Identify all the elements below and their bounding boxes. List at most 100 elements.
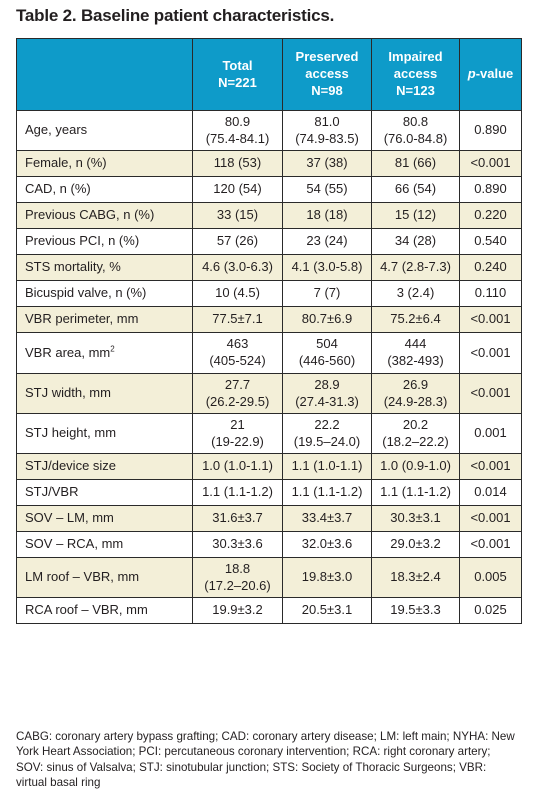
cell-impaired-value: 30.3±3.1 (390, 510, 441, 526)
cell-impaired: 80.8 (76.0-84.8) (371, 110, 460, 151)
cell-preserved-value: 22.2 (314, 416, 340, 432)
cell-impaired: 1.0 (0.9-1.0) (371, 453, 460, 480)
row-label-text: SOV – RCA, mm (25, 536, 124, 552)
cell-preserved-value: 54 (55) (306, 181, 348, 197)
cell-p-value: <0.001 (459, 306, 522, 333)
header-impaired-n: N=123 (396, 82, 435, 98)
cell-total-value: 27.7 (224, 376, 251, 392)
cell-total: 10 (4.5) (192, 280, 283, 307)
cell-p-value: 0.005 (459, 557, 522, 598)
cell-impaired-value: 81 (66) (394, 155, 437, 171)
table-title: Table 2. Baseline patient characteristic… (16, 6, 335, 25)
cell-impaired-value: 26.9 (402, 376, 429, 392)
table-row: RCA roof – VBR, mm 19.9±3.2 20.5±3.1 19.5±3… (16, 597, 522, 624)
cell-preserved-range: (74.9-83.5) (295, 130, 359, 146)
row-label: LM roof – VBR, mm (16, 557, 193, 598)
cell-total: 33 (15) (192, 202, 283, 229)
cell-p-value: <0.001 (459, 332, 522, 374)
row-label: SOV – RCA, mm (16, 531, 193, 558)
cell-total: 57 (26) (192, 228, 283, 255)
cell-impaired: 66 (54) (371, 176, 460, 203)
cell-preserved-value: 7 (7) (313, 285, 341, 301)
cell-p-value: 0.001 (459, 413, 522, 454)
cell-preserved-range: (27.4-31.3) (295, 393, 359, 409)
cell-total-value: 118 (53) (213, 155, 262, 171)
table-row: LM roof – VBR, mm 18.8 (17.2–20.6) 19.8±3.0… (16, 557, 522, 598)
cell-total-value: 21 (230, 416, 245, 432)
table-row: Previous PCI, n (%) 57 (26) 23 (24) 34 (28)… (16, 228, 522, 255)
cell-impaired: 3 (2.4) (371, 280, 460, 307)
cell-impaired-value: 15 (12) (394, 207, 437, 223)
cell-p-value: 0.890 (459, 176, 522, 203)
row-label-text: Previous CABG, n (%) (25, 207, 155, 223)
cell-impaired: 30.3±3.1 (371, 505, 460, 532)
table-row: STJ width, mm 27.7 (26.2-29.5) 28.9 (27.4-31… (16, 373, 522, 414)
cell-total-value: 1.1 (1.1-1.2) (202, 484, 273, 500)
cell-p-value: 0.110 (459, 280, 522, 307)
cell-impaired: 75.2±6.4 (371, 306, 460, 333)
cell-preserved: 20.5±3.1 (282, 597, 372, 624)
cell-total-range: (405-524) (209, 353, 266, 368)
cell-preserved: 54 (55) (282, 176, 372, 203)
row-label-text: Female, n (%) (25, 155, 107, 171)
header-total-n: N=221 (218, 74, 257, 90)
cell-impaired: 34 (28) (371, 228, 460, 255)
cell-preserved: 504 (446-560) (282, 332, 372, 374)
cell-preserved-value: 18 (18) (306, 207, 348, 223)
cell-total-range: (19-22.9) (211, 433, 264, 449)
table-row: Female, n (%) 118 (53) 37 (38) 81 (66) <0.00… (16, 150, 522, 177)
cell-impaired-value: 1.0 (0.9-1.0) (380, 458, 451, 474)
table-row: STJ/VBR 1.1 (1.1-1.2) 1.1 (1.1-1.2) 1.1 (1.… (16, 479, 522, 506)
header-total-label: Total (222, 57, 253, 73)
cell-total-value: 120 (54) (213, 181, 262, 197)
cell-impaired: 26.9 (24.9-28.3) (371, 373, 460, 414)
cell-preserved: 28.9 (27.4-31.3) (282, 373, 372, 414)
table-row: VBR area, mm2 463 (405-524) 504 (446-560) 444… (16, 332, 522, 374)
row-label-text: Age, years (25, 122, 88, 138)
cell-impaired-value: 66 (54) (394, 181, 437, 197)
cell-impaired: 4.7 (2.8-7.3) (371, 254, 460, 281)
row-label-text: LM roof – VBR, mm (25, 569, 140, 585)
cell-impaired-value: 75.2±6.4 (390, 311, 441, 327)
cell-preserved-value: 23 (24) (306, 233, 348, 249)
cell-preserved-value: 1.1 (1.0-1.1) (291, 458, 363, 474)
cell-impaired-value: 29.0±3.2 (390, 536, 441, 552)
cell-total: 1.0 (1.0-1.1) (192, 453, 283, 480)
cell-preserved: 7 (7) (282, 280, 372, 307)
header-total: Total N=221 (192, 38, 283, 111)
row-label-text: STJ/VBR (25, 484, 79, 500)
row-label-text: VBR area, mm (25, 344, 111, 360)
header-empty-cell (16, 38, 193, 111)
cell-impaired: 18.3±2.4 (371, 557, 460, 598)
row-label: RCA roof – VBR, mm (16, 597, 193, 624)
header-impaired-label1: Impaired (388, 49, 443, 65)
cell-preserved: 80.7±6.9 (282, 306, 372, 333)
cell-total-value: 57 (26) (216, 233, 259, 249)
cell-impaired: 19.5±3.3 (371, 597, 460, 624)
header-p-value: p-value (459, 38, 522, 111)
cell-preserved: 32.0±3.6 (282, 531, 372, 558)
cell-total-value: 1.0 (1.0-1.1) (202, 458, 273, 474)
cell-p-value: 0.014 (459, 479, 522, 506)
cell-total-value: 19.9±3.2 (212, 602, 263, 618)
row-label-text: SOV – LM, mm (25, 510, 114, 526)
cell-impaired: 20.2 (18.2–22.2) (371, 413, 460, 454)
cell-preserved-value: 1.1 (1.1-1.2) (291, 484, 363, 500)
cell-preserved-value: 81.0 (314, 113, 340, 129)
table-row: Age, years 80.9 (75.4-84.1) 81.0 (74.9-83.5)… (16, 110, 522, 151)
cell-p-value: 0.025 (459, 597, 522, 624)
row-label: STJ/VBR (16, 479, 193, 506)
row-label-text: CAD, n (%) (25, 181, 91, 197)
cell-total: 4.6 (3.0-6.3) (192, 254, 283, 281)
cell-total-range: (17.2–20.6) (204, 577, 271, 593)
row-label: CAD, n (%) (16, 176, 193, 203)
cell-total-value: 33 (15) (216, 207, 259, 223)
cell-p-value: <0.001 (459, 531, 522, 558)
table-row: Bicuspid valve, n (%) 10 (4.5) 7 (7) 3 (2.4… (16, 280, 522, 307)
table-row: Previous CABG, n (%) 33 (15) 18 (18) 15 (12… (16, 202, 522, 229)
cell-impaired-range: (24.9-28.3) (383, 393, 448, 409)
cell-preserved-value: 32.0±3.6 (301, 536, 353, 552)
cell-preserved-value: 20.5±3.1 (301, 602, 353, 618)
header-impaired: Impaired access N=123 (371, 38, 460, 111)
row-label: Female, n (%) (16, 150, 193, 177)
